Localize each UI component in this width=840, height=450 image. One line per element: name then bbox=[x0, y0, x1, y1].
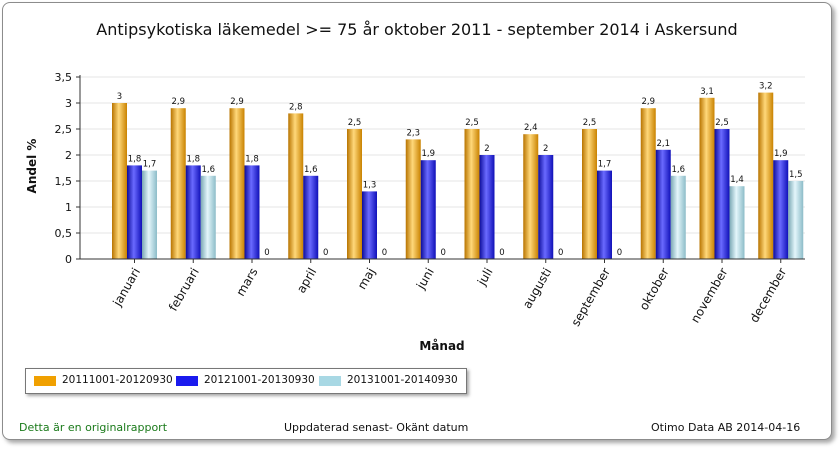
bar-series-3 bbox=[200, 175, 216, 259]
bar-series-1 bbox=[170, 108, 186, 259]
bar-data-label: 2 bbox=[484, 144, 489, 154]
y-axis-label: Andel % bbox=[25, 139, 39, 194]
x-tick-label: mars bbox=[233, 266, 260, 299]
footer-credit: Otimo Data AB 2014-04-16 bbox=[651, 421, 801, 434]
bar-series-1 bbox=[523, 134, 539, 259]
bar-data-label: 2,3 bbox=[406, 128, 420, 138]
bar-series-1 bbox=[758, 92, 774, 259]
bar-data-label: 1,3 bbox=[363, 180, 377, 190]
x-tick-label: juli bbox=[474, 266, 495, 289]
legend-label-series-3: 20131001-20140930 bbox=[347, 374, 458, 386]
bar-series-1 bbox=[582, 129, 597, 259]
y-tick-label: 2 bbox=[65, 149, 72, 162]
bar-data-label: 2,9 bbox=[171, 97, 185, 107]
bar-data-label: 2,5 bbox=[583, 118, 597, 128]
bar-data-label: 0 bbox=[323, 248, 328, 258]
bar-data-label: 1,6 bbox=[671, 165, 685, 175]
bar-data-label: 0 bbox=[264, 248, 269, 258]
bar-series-1 bbox=[229, 108, 245, 259]
bar-data-label: 1,8 bbox=[245, 154, 259, 164]
bar-series-2 bbox=[420, 160, 436, 259]
bar-data-label: 1,4 bbox=[730, 175, 744, 185]
bar-data-label: 2,5 bbox=[465, 118, 479, 128]
legend-label-series-1: 20111001-20120930 bbox=[62, 374, 173, 386]
bar-series-2 bbox=[538, 155, 554, 259]
bar-series-1 bbox=[640, 108, 656, 259]
x-tick-label: maj bbox=[355, 266, 378, 292]
bar-data-label: 3 bbox=[117, 92, 122, 102]
y-tick-label: 0,5 bbox=[55, 227, 73, 240]
x-tick-label: november bbox=[688, 265, 731, 325]
bar-data-label: 1,9 bbox=[421, 149, 435, 159]
bar-series-3 bbox=[729, 186, 745, 259]
bar-series-3 bbox=[788, 181, 804, 259]
x-tick-label: januari bbox=[110, 266, 143, 310]
bar-series-2 bbox=[714, 129, 730, 259]
bar-data-label: 2,5 bbox=[715, 118, 729, 128]
bar-data-label: 1,9 bbox=[774, 149, 788, 159]
bar-series-1 bbox=[405, 139, 421, 259]
bar-data-label: 2,4 bbox=[524, 123, 538, 133]
bar-series-1 bbox=[347, 129, 362, 259]
bar-data-label: 1,6 bbox=[304, 165, 318, 175]
legend-swatch-series-3 bbox=[319, 376, 341, 386]
footer-updated: Uppdaterad senast- Okänt datum bbox=[284, 421, 469, 434]
legend-swatch-series-1 bbox=[34, 376, 56, 386]
chart-legend: 20111001-20120930 20121001-20130930 2013… bbox=[25, 368, 467, 394]
bar-series-2 bbox=[244, 165, 260, 259]
y-tick-label: 0 bbox=[65, 253, 72, 266]
bar-data-label: 0 bbox=[441, 248, 446, 258]
y-tick-label: 3,5 bbox=[55, 71, 73, 84]
bar-data-label: 3,1 bbox=[700, 87, 714, 97]
bar-series-2 bbox=[303, 175, 319, 259]
y-tick-label: 1 bbox=[65, 201, 72, 214]
bar-data-label: 2,5 bbox=[348, 118, 362, 128]
bar-series-2 bbox=[185, 165, 201, 259]
bar-series-1 bbox=[699, 97, 715, 259]
y-tick-label: 3 bbox=[65, 97, 72, 110]
bar-series-1 bbox=[112, 103, 127, 259]
x-tick-label: juni bbox=[413, 266, 437, 293]
bar-series-2 bbox=[127, 165, 142, 259]
legend-swatch-series-2 bbox=[176, 376, 198, 386]
bar-series-3 bbox=[670, 175, 686, 259]
bar-series-2 bbox=[597, 170, 612, 259]
chart-title: Antipsykotiska läkemedel >= 75 år oktobe… bbox=[96, 20, 738, 39]
bar-data-label: 2,8 bbox=[289, 102, 303, 112]
bar-series-2 bbox=[362, 191, 377, 259]
bar-data-label: 1,7 bbox=[598, 160, 612, 170]
x-tick-label: augusti bbox=[520, 266, 554, 312]
bar-series-1 bbox=[464, 129, 480, 259]
bar-data-label: 0 bbox=[617, 248, 622, 258]
bar-data-label: 2,9 bbox=[641, 97, 655, 107]
bar-series-2 bbox=[655, 149, 671, 259]
bar-data-label: 2,9 bbox=[230, 97, 244, 107]
x-tick-label: september bbox=[568, 265, 613, 328]
x-axis-label: Månad bbox=[419, 339, 464, 353]
bar-data-label: 0 bbox=[499, 248, 504, 258]
bar-data-label: 2 bbox=[543, 144, 548, 154]
bar-data-label: 1,6 bbox=[201, 165, 215, 175]
bar-series-3 bbox=[142, 170, 157, 259]
x-tick-label: februari bbox=[166, 266, 202, 314]
bar-data-label: 1,7 bbox=[143, 160, 157, 170]
x-tick-label: oktober bbox=[637, 265, 672, 312]
bar-data-label: 1,5 bbox=[789, 170, 803, 180]
bar-data-label: 2,1 bbox=[656, 139, 670, 149]
y-tick-label: 2,5 bbox=[55, 123, 73, 136]
bar-data-label: 3,2 bbox=[759, 82, 773, 92]
y-tick-label: 1,5 bbox=[55, 175, 73, 188]
x-tick-label: april bbox=[294, 266, 319, 296]
bar-data-label: 0 bbox=[558, 248, 563, 258]
bar-data-label: 0 bbox=[382, 248, 387, 258]
bar-series-2 bbox=[479, 155, 495, 259]
bar-data-label: 1,8 bbox=[128, 154, 142, 164]
legend-label-series-2: 20121001-20130930 bbox=[204, 374, 315, 386]
x-tick-label: december bbox=[747, 265, 789, 325]
bar-data-label: 1,8 bbox=[186, 154, 200, 164]
bar-series-2 bbox=[773, 160, 789, 259]
bar-series-1 bbox=[288, 113, 304, 260]
footer-original-report: Detta är en originalrapport bbox=[19, 421, 168, 434]
